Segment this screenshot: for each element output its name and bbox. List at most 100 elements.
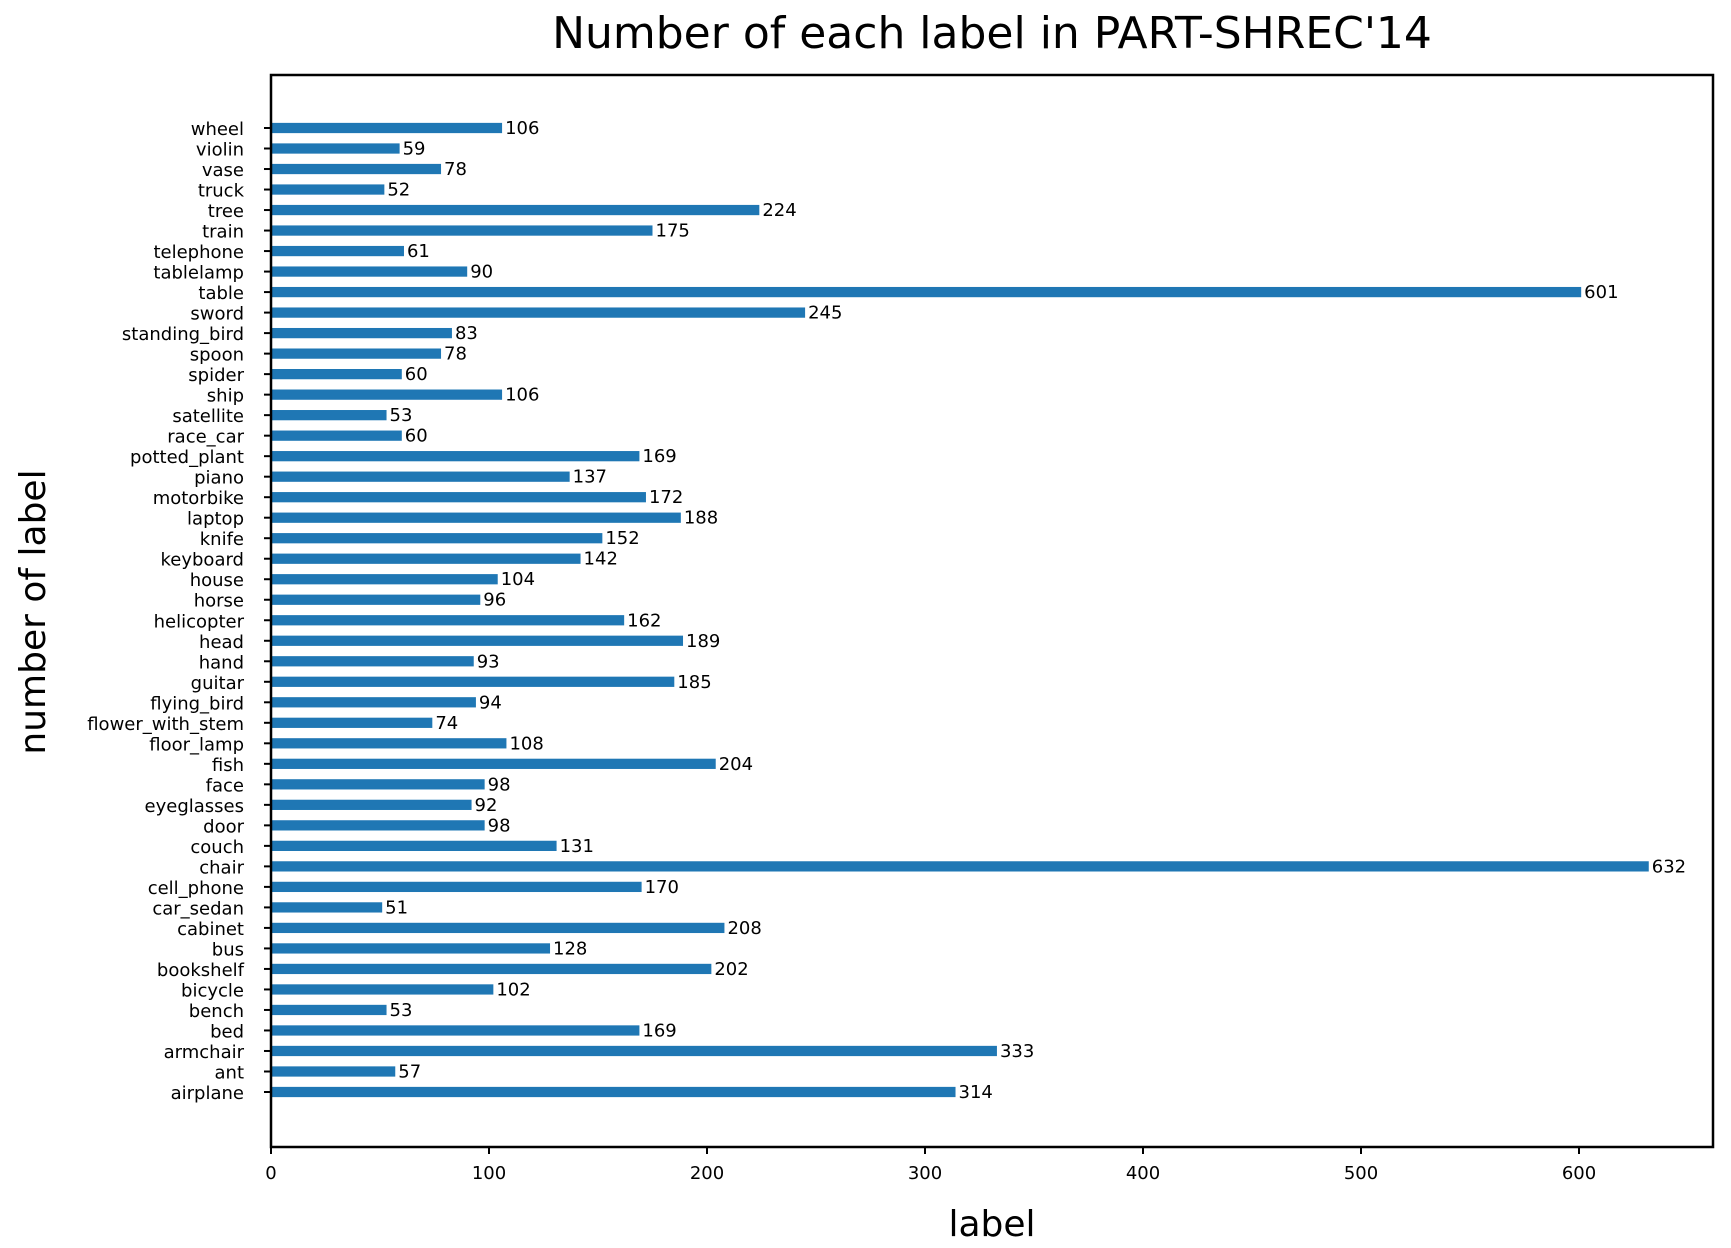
bar-value-label: 94 <box>479 692 502 713</box>
y-tick-label: satellite <box>172 406 244 427</box>
bar-value-label: 128 <box>553 938 587 959</box>
y-tick-label: door <box>203 816 244 837</box>
x-tick-label: 500 <box>1344 1163 1378 1184</box>
bar-face <box>271 779 485 790</box>
y-tick-label: flower_with_stem <box>87 714 244 735</box>
y-tick-label: eyeglasses <box>145 796 244 817</box>
bar-violin <box>271 143 400 154</box>
bars-layer: 314 57 333 169 53 102 202 128 208 51 170 632 131 9892… <box>271 118 1686 1103</box>
bar-keyboard <box>271 553 581 564</box>
bar-bench <box>271 1004 387 1016</box>
bar-cell_phone <box>271 881 642 893</box>
bar-value-label: 106 <box>505 118 539 139</box>
bar-value-label: 108 <box>509 733 543 754</box>
y-tick-label: guitar <box>191 673 245 694</box>
y-tick-label: vase <box>202 160 244 181</box>
y-tick-label: horse <box>194 591 244 612</box>
bar-train <box>271 225 653 236</box>
bar-value-label: 137 <box>573 467 607 488</box>
y-tick-label: standing_bird <box>122 324 244 345</box>
y-tick-label: sword <box>190 304 244 325</box>
bar-guitar <box>271 676 675 687</box>
y-tick-label: keyboard <box>161 550 245 571</box>
bar-bus <box>271 943 551 954</box>
bar-standing_bird <box>271 327 452 339</box>
bar-potted_plant <box>271 451 640 462</box>
bar-value-label: 78 <box>444 159 467 180</box>
y-axis-label: number of label <box>13 469 54 754</box>
bar-horse <box>271 594 481 605</box>
y-tick-label: race_car <box>167 427 244 448</box>
bar-value-label: 52 <box>387 180 410 201</box>
y-tick-label: table <box>198 283 244 304</box>
bar-value-label: 152 <box>605 528 639 549</box>
y-tick-label: spider <box>188 365 244 386</box>
y-tick-label: cabinet <box>177 919 244 940</box>
bar-flower_with_stem <box>271 717 433 728</box>
bar-chair <box>271 861 1649 872</box>
y-tick-label: cell_phone <box>148 878 244 899</box>
bar-value-label: 333 <box>1000 1041 1034 1062</box>
bar-value-label: 60 <box>405 364 428 385</box>
bar-value-label: 185 <box>677 672 711 693</box>
plot-frame <box>269 73 1715 1149</box>
y-tick-label: chair <box>199 857 244 878</box>
bar-value-label: 53 <box>390 405 413 426</box>
bar-cabinet <box>271 922 725 934</box>
bar-airplane <box>271 1086 956 1098</box>
bar-value-label: 131 <box>560 836 594 857</box>
bar-vase <box>271 163 442 175</box>
bar-car_sedan <box>271 902 383 913</box>
bar-value-label: 202 <box>714 959 748 980</box>
bar-spoon <box>271 348 442 359</box>
bar-value-label: 169 <box>642 446 676 467</box>
bar-value-label: 102 <box>496 979 530 1000</box>
bar-armchair <box>271 1045 997 1057</box>
y-tick-label: spoon <box>190 345 244 366</box>
bar-table <box>271 286 1582 298</box>
y-tick-label: floor_lamp <box>149 734 244 755</box>
y-tick-label: ship <box>207 386 244 407</box>
bar-value-label: 83 <box>455 323 478 344</box>
bar-piano <box>271 471 570 482</box>
bar-hand <box>271 656 474 667</box>
y-tick-label: bench <box>189 1001 244 1022</box>
y-tick-label: potted_plant <box>130 447 244 468</box>
y-tick-label: couch <box>190 837 244 858</box>
y-tick-label: violin <box>196 140 244 161</box>
y-tick-label: knife <box>200 529 244 550</box>
bar-fish <box>271 758 716 769</box>
bar-tree <box>271 204 760 216</box>
y-tick-label: bed <box>210 1021 244 1042</box>
bar-value-label: 204 <box>719 754 753 775</box>
y-tick-label: helicopter <box>154 611 245 632</box>
bar-door <box>271 820 485 831</box>
y-tick-label: laptop <box>187 509 244 530</box>
y-tick-label: hand <box>199 652 244 673</box>
bar-value-label: 245 <box>808 303 842 324</box>
y-tick-label: bus <box>212 939 244 960</box>
bar-value-label: 51 <box>385 897 408 918</box>
y-tick-label: airplane <box>171 1083 244 1104</box>
bar-value-label: 61 <box>407 241 430 262</box>
bar-value-label: 78 <box>444 344 467 365</box>
bar-sword <box>271 307 806 318</box>
bar-value-label: 170 <box>645 877 679 898</box>
bar-wheel <box>271 122 503 134</box>
bar-bed <box>271 1025 640 1036</box>
bar-tablelamp <box>271 266 468 277</box>
bar-value-label: 189 <box>686 631 720 652</box>
bar-eyeglasses <box>271 799 472 810</box>
bar-value-label: 53 <box>390 1000 413 1021</box>
bar-truck <box>271 184 385 195</box>
bar-value-label: 98 <box>488 774 511 795</box>
bar-value-label: 188 <box>684 508 718 529</box>
bar-bicycle <box>271 984 494 995</box>
y-tick-label: armchair <box>164 1042 245 1063</box>
bar-telephone <box>271 245 404 257</box>
bar-value-label: 632 <box>1652 856 1686 877</box>
bar-helicopter <box>271 615 625 626</box>
x-ticks-layer: 0 100 200 300 400 500 600 <box>265 1147 1596 1184</box>
